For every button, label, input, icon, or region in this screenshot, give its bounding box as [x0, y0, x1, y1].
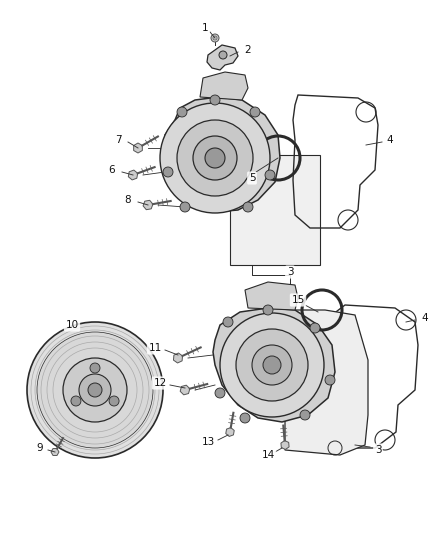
Polygon shape [143, 200, 153, 209]
Text: 4: 4 [422, 313, 428, 323]
Circle shape [252, 345, 292, 385]
Text: 4: 4 [387, 135, 393, 145]
Circle shape [223, 317, 233, 327]
Text: 14: 14 [261, 450, 275, 460]
Polygon shape [207, 45, 238, 70]
Text: 7: 7 [115, 135, 121, 145]
Text: 12: 12 [153, 378, 166, 388]
Circle shape [163, 167, 173, 177]
Circle shape [79, 374, 111, 406]
Polygon shape [213, 308, 335, 422]
Text: 3: 3 [287, 267, 293, 277]
Circle shape [310, 323, 320, 333]
Circle shape [263, 305, 273, 315]
Text: 3: 3 [374, 445, 381, 455]
Circle shape [243, 202, 253, 212]
Circle shape [63, 358, 127, 422]
Polygon shape [51, 449, 59, 456]
Polygon shape [230, 155, 320, 265]
Text: 10: 10 [65, 320, 78, 330]
Text: 8: 8 [125, 195, 131, 205]
Text: 5: 5 [249, 173, 255, 183]
Circle shape [250, 107, 260, 117]
Circle shape [210, 95, 220, 105]
Circle shape [71, 396, 81, 406]
Circle shape [193, 136, 237, 180]
Polygon shape [173, 353, 183, 363]
Polygon shape [245, 282, 298, 310]
Circle shape [177, 120, 253, 196]
Circle shape [215, 388, 225, 398]
Circle shape [263, 356, 281, 374]
Circle shape [205, 148, 225, 168]
Circle shape [177, 107, 187, 117]
Circle shape [236, 329, 308, 401]
Polygon shape [285, 310, 368, 455]
Polygon shape [200, 72, 248, 100]
Circle shape [265, 170, 275, 180]
Circle shape [90, 363, 100, 373]
Text: 11: 11 [148, 343, 162, 353]
Circle shape [240, 413, 250, 423]
Polygon shape [226, 427, 234, 437]
Circle shape [300, 410, 310, 420]
Polygon shape [134, 143, 142, 153]
Circle shape [211, 34, 219, 42]
Circle shape [160, 103, 270, 213]
Polygon shape [180, 385, 190, 395]
Circle shape [27, 322, 163, 458]
Text: 6: 6 [109, 165, 115, 175]
Text: 1: 1 [201, 23, 208, 33]
Text: 2: 2 [245, 45, 251, 55]
Circle shape [109, 396, 119, 406]
Circle shape [325, 375, 335, 385]
Text: 13: 13 [201, 437, 215, 447]
Polygon shape [281, 440, 289, 449]
Circle shape [88, 383, 102, 397]
Circle shape [220, 313, 324, 417]
Text: 15: 15 [291, 295, 304, 305]
Circle shape [37, 332, 153, 448]
Circle shape [180, 202, 190, 212]
Polygon shape [128, 170, 138, 180]
Polygon shape [163, 97, 280, 212]
Text: 9: 9 [37, 443, 43, 453]
Circle shape [219, 51, 227, 59]
